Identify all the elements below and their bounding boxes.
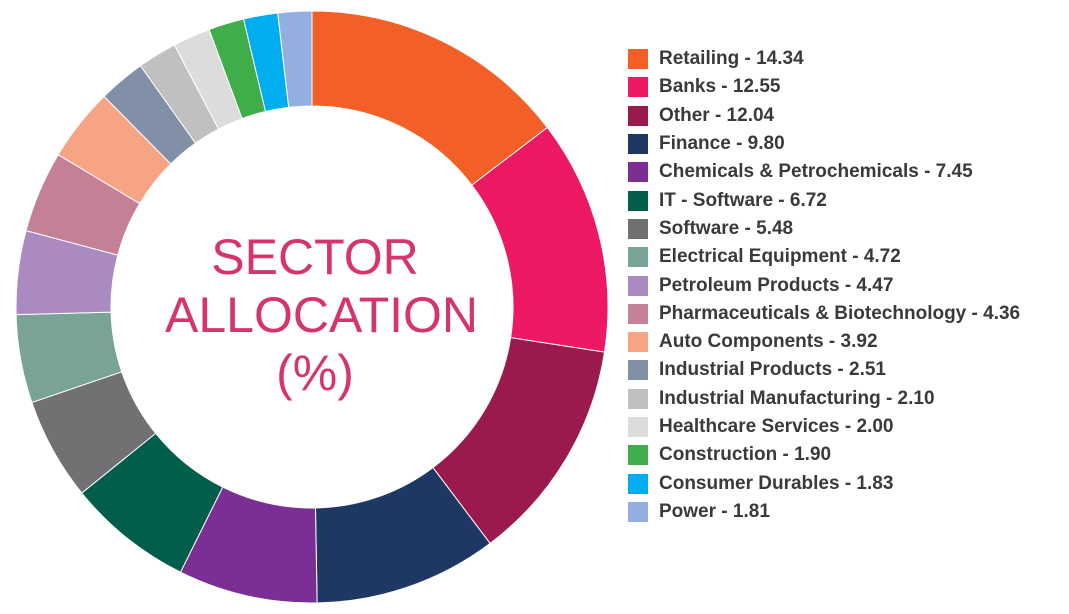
legend-swatch bbox=[628, 134, 648, 155]
legend-swatch bbox=[628, 105, 648, 126]
legend-label: Chemicals & Petrochemicals - 7.45 bbox=[659, 161, 973, 183]
legend-label: Industrial Manufacturing - 2.10 bbox=[659, 387, 935, 409]
legend-item-pharmaceuticals-biotechnology: Pharmaceuticals & Biotechnology - 4.36 bbox=[628, 300, 1020, 328]
donut-chart bbox=[15, 10, 609, 604]
legend-swatch bbox=[628, 501, 648, 522]
legend-swatch bbox=[628, 247, 648, 268]
legend-item-electrical-equipment: Electrical Equipment - 4.72 bbox=[628, 243, 1020, 271]
legend-label: IT - Software - 6.72 bbox=[659, 189, 827, 211]
legend-item-banks: Banks - 12.55 bbox=[628, 73, 1020, 101]
legend-item-petroleum-products: Petroleum Products - 4.47 bbox=[628, 271, 1020, 299]
legend-swatch bbox=[628, 360, 648, 381]
legend-item-finance: Finance - 9.80 bbox=[628, 130, 1020, 158]
legend-label: Pharmaceuticals & Biotechnology - 4.36 bbox=[659, 302, 1021, 324]
legend-swatch bbox=[628, 162, 648, 183]
legend-label: Auto Components - 3.92 bbox=[659, 331, 878, 353]
legend-label: Construction - 1.90 bbox=[659, 444, 832, 466]
legend-label: Other - 12.04 bbox=[659, 104, 775, 126]
legend-swatch bbox=[628, 218, 648, 239]
legend-item-industrial-products: Industrial Products - 2.51 bbox=[628, 356, 1020, 384]
legend-label: Electrical Equipment - 4.72 bbox=[659, 246, 901, 268]
legend-swatch bbox=[628, 445, 648, 466]
legend-item-it-software: IT - Software - 6.72 bbox=[628, 186, 1020, 214]
legend-label: Finance - 9.80 bbox=[659, 133, 785, 155]
legend-swatch bbox=[628, 77, 648, 98]
legend-swatch bbox=[628, 417, 648, 437]
legend-item-construction: Construction - 1.90 bbox=[628, 441, 1020, 469]
legend: Retailing - 14.34 Banks - 12.55 Other - 12… bbox=[628, 45, 1020, 526]
legend-swatch bbox=[628, 303, 648, 324]
legend-swatch bbox=[628, 332, 648, 353]
legend-label: Banks - 12.55 bbox=[659, 76, 781, 98]
legend-item-consumer-durables: Consumer Durables - 1.83 bbox=[628, 469, 1020, 497]
legend-item-chemicals-petrochemicals: Chemicals & Petrochemicals - 7.45 bbox=[628, 158, 1020, 186]
legend-label: Retailing - 14.34 bbox=[659, 48, 804, 70]
legend-item-retailing: Retailing - 14.34 bbox=[628, 45, 1020, 73]
legend-item-software: Software - 5.48 bbox=[628, 215, 1020, 243]
legend-label: Healthcare Services - 2.00 bbox=[659, 416, 894, 437]
legend-swatch bbox=[628, 49, 648, 70]
legend-item-industrial-manufacturing: Industrial Manufacturing - 2.10 bbox=[628, 385, 1020, 413]
legend-swatch bbox=[628, 473, 648, 494]
legend-label: Petroleum Products - 4.47 bbox=[659, 274, 894, 296]
legend-item-healthcare-services: Healthcare Services - 2.00 bbox=[628, 413, 1020, 441]
legend-label: Industrial Products - 2.51 bbox=[659, 359, 886, 381]
legend-item-auto-components: Auto Components - 3.92 bbox=[628, 328, 1020, 356]
legend-swatch bbox=[628, 190, 648, 211]
legend-item-other: Other - 12.04 bbox=[628, 102, 1020, 130]
legend-label: Software - 5.48 bbox=[659, 217, 794, 239]
legend-label: Power - 1.81 bbox=[659, 500, 770, 522]
legend-swatch bbox=[628, 275, 648, 296]
slice-power bbox=[277, 10, 313, 108]
legend-label: Consumer Durables - 1.83 bbox=[659, 472, 894, 494]
legend-swatch bbox=[628, 388, 648, 409]
legend-item-power: Power - 1.81 bbox=[628, 498, 1020, 526]
